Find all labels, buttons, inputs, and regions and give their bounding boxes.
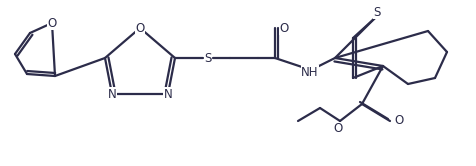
Text: O: O <box>394 115 403 127</box>
Text: O: O <box>47 16 57 30</box>
Text: N: N <box>163 87 172 100</box>
Text: NH: NH <box>301 66 318 79</box>
Text: S: S <box>204 51 211 65</box>
Text: N: N <box>108 87 116 100</box>
Text: O: O <box>279 22 288 35</box>
Text: O: O <box>333 123 342 135</box>
Text: O: O <box>135 22 144 35</box>
Text: S: S <box>373 5 380 18</box>
